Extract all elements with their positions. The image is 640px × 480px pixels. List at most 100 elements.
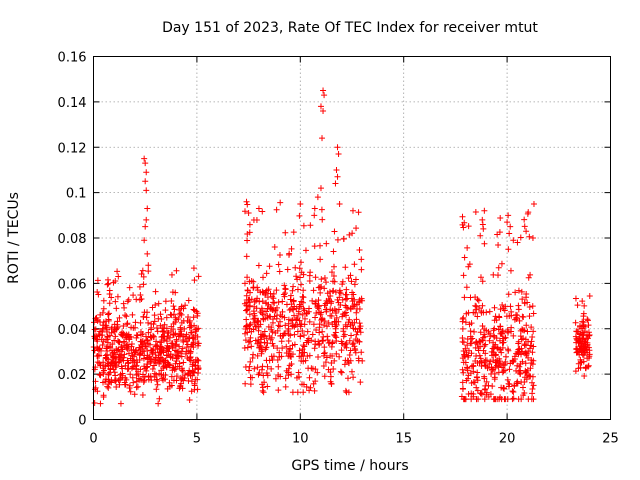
data-point: [139, 343, 146, 350]
data-point: [315, 305, 322, 312]
data-point: [251, 365, 258, 372]
data-point: [342, 264, 349, 271]
data-point: [104, 281, 111, 288]
data-point: [321, 322, 328, 329]
data-point: [265, 301, 272, 308]
data-point: [341, 331, 348, 338]
data-point: [479, 278, 486, 285]
data-point: [247, 338, 254, 345]
data-point: [242, 380, 249, 387]
data-point: [187, 354, 194, 361]
data-point: [483, 389, 490, 396]
data-point: [302, 247, 309, 254]
data-point: [176, 311, 183, 318]
data-point: [483, 327, 490, 334]
data-point: [474, 387, 481, 394]
data-point: [132, 324, 139, 331]
data-point: [312, 274, 319, 281]
data-point: [506, 366, 513, 373]
data-point: [148, 324, 155, 331]
data-point: [194, 356, 201, 363]
data-point: [572, 295, 579, 302]
data-point: [321, 373, 328, 380]
data-point: [526, 303, 533, 310]
y-tick-label: 0.14: [58, 96, 87, 111]
data-point: [296, 317, 303, 324]
data-point: [276, 251, 283, 258]
data-point: [343, 340, 350, 347]
data-point: [333, 307, 340, 314]
data-point: [472, 309, 479, 316]
data-point: [247, 289, 254, 296]
data-point: [167, 351, 174, 358]
data-point: [154, 381, 161, 388]
data-point: [314, 194, 321, 201]
data-point: [311, 212, 318, 219]
data-point: [512, 289, 519, 296]
x-tick-label: 10: [292, 432, 309, 447]
data-point: [290, 283, 297, 290]
data-point: [319, 328, 326, 335]
data-point: [499, 369, 506, 376]
data-point: [143, 187, 150, 194]
data-point: [332, 333, 339, 340]
data-point: [577, 346, 584, 353]
data-point: [189, 372, 196, 379]
data-point: [274, 304, 281, 311]
data-point: [128, 365, 135, 372]
data-point: [472, 344, 479, 351]
data-point: [459, 385, 466, 392]
data-point: [296, 212, 303, 219]
data-point: [516, 363, 523, 370]
data-point: [248, 343, 255, 350]
data-point: [256, 344, 263, 351]
data-point: [502, 334, 509, 341]
data-point: [187, 322, 194, 329]
data-point: [107, 369, 114, 376]
data-point: [316, 309, 323, 316]
data-point: [530, 382, 537, 389]
data-point: [353, 225, 360, 232]
data-point: [147, 333, 154, 340]
data-point: [529, 373, 536, 380]
data-point: [464, 244, 471, 251]
data-point: [356, 320, 363, 327]
data-point: [312, 314, 319, 321]
data-point: [573, 339, 580, 346]
data-point: [467, 328, 474, 335]
data-point: [142, 160, 149, 167]
data-point: [497, 306, 504, 313]
y-tick-label: 0.06: [58, 277, 87, 292]
data-point: [507, 303, 514, 310]
data-point: [295, 310, 302, 317]
data-point: [141, 377, 148, 384]
data-point: [119, 332, 126, 339]
data-point: [503, 313, 510, 320]
data-point: [352, 336, 359, 343]
data-point: [123, 313, 130, 320]
data-point: [499, 364, 506, 371]
data-point: [123, 334, 130, 341]
data-point: [244, 230, 251, 237]
data-point: [326, 297, 333, 304]
data-point: [151, 312, 158, 319]
data-point: [130, 379, 137, 386]
data-point: [473, 306, 480, 313]
data-point: [311, 243, 318, 250]
data-point: [144, 356, 151, 363]
data-point: [530, 328, 537, 335]
data-point: [285, 331, 292, 338]
data-point: [518, 288, 525, 295]
data-point: [347, 306, 354, 313]
data-point: [278, 338, 285, 345]
data-point: [530, 310, 537, 317]
data-point: [486, 337, 493, 344]
data-point: [584, 316, 591, 323]
data-point: [579, 298, 586, 305]
data-point: [260, 274, 267, 281]
data-point: [485, 393, 492, 400]
data-point: [99, 327, 106, 334]
y-tick-label: 0.04: [58, 323, 87, 338]
data-point: [286, 306, 293, 313]
data-point: [575, 365, 582, 372]
